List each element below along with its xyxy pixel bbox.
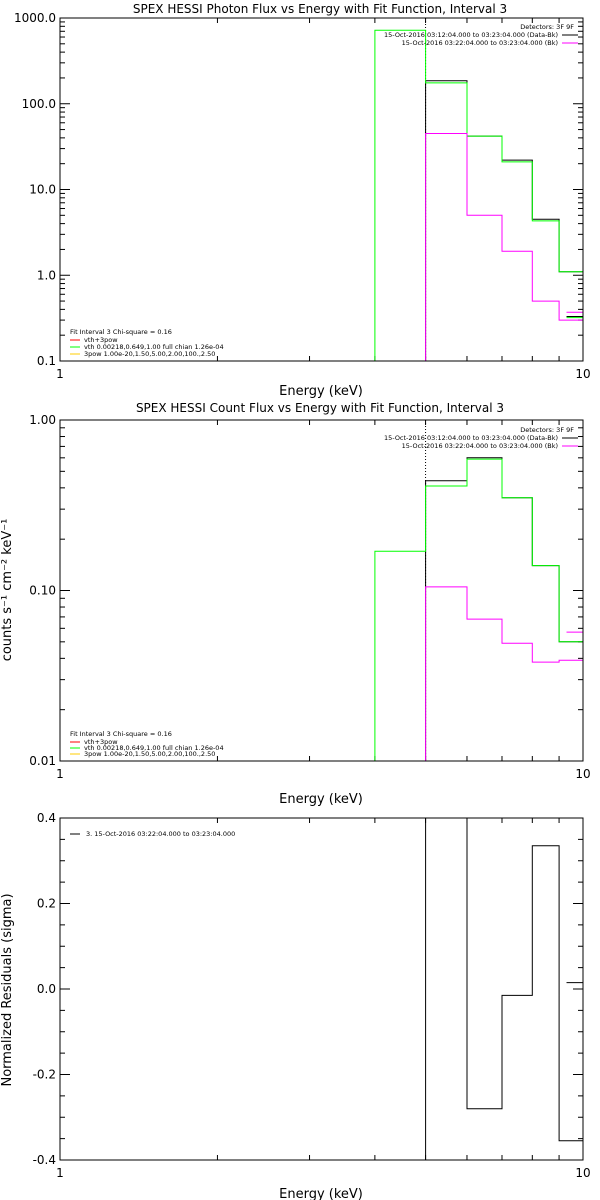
x-axis-label: Energy (keV): [279, 792, 363, 807]
plot-frame: [59, 17, 584, 362]
series-line: [425, 817, 583, 1160]
y-axis-label: counts s⁻¹ cm⁻² keV⁻¹: [0, 519, 15, 662]
legend-entry-bk: 15-Oct-2016 03:22:04.000 to 03:23:04.000…: [402, 39, 558, 47]
y-tick-label: 0.1: [37, 354, 56, 368]
series-line: [425, 133, 583, 361]
legend-entry: 3. 15-Oct-2016 03:22:04.000 to 03:23:04.…: [86, 830, 235, 838]
y-tick-label: -0.4: [33, 1153, 56, 1167]
photon-flux-chart: SPEX HESSI Photon Flux vs Energy with Fi…: [14, 2, 591, 399]
legend-entry-data-bk: 15-Oct-2016 03:12:04.000 to 03:23:04.000…: [384, 31, 558, 39]
x-tick-label: 1: [56, 1166, 64, 1180]
x-tick-label: 10: [575, 767, 590, 781]
y-tick-label: 0.0: [37, 982, 56, 996]
plot-frame: [59, 419, 584, 762]
series-line: [374, 458, 583, 761]
x-tick-label: 1: [56, 367, 64, 381]
detectors-label: Detectors: 3F 9F: [520, 426, 574, 434]
y-tick-label: 1.0: [37, 268, 56, 282]
fit-legend-entry: 3pow 1.00e-20,1.50,5.00,2.00,100.,2.50: [84, 750, 215, 758]
count-flux-chart: SPEX HESSI Count Flux vs Energy with Fit…: [0, 401, 591, 807]
y-tick-label: 10.0: [29, 183, 56, 197]
fit-legend-entry: vth+3pow: [84, 336, 118, 344]
y-tick-label: -0.2: [33, 1068, 56, 1082]
legend-entry-data-bk: 15-Oct-2016 03:12:04.000 to 03:23:04.000…: [384, 434, 558, 442]
y-tick-label: 100.0: [22, 97, 56, 111]
y-tick-label: 1000.0: [14, 11, 56, 25]
x-axis-label: Energy (keV): [279, 1187, 363, 1200]
y-tick-label: 1.00: [29, 413, 56, 427]
fit-legend-entry: vth 0.00218,0.649,1.00 full chian 1.26e-…: [84, 343, 224, 351]
y-axis-label: Normalized Residuals (sigma): [0, 893, 15, 1086]
x-tick-label: 10: [575, 367, 590, 381]
series-line: [374, 29, 583, 361]
x-tick-label: 1: [56, 767, 64, 781]
x-axis-label: Energy (keV): [279, 384, 363, 399]
chart-title: SPEX HESSI Count Flux vs Energy with Fit…: [136, 401, 504, 415]
fit-legend-header: Fit Interval 3 Chi-square = 0.16: [70, 730, 172, 738]
fit-legend-entry: vth+3pow: [84, 738, 118, 746]
fit-legend-header: Fit Interval 3 Chi-square = 0.16: [70, 328, 172, 336]
series-line: [425, 586, 583, 761]
fit-legend-entry: vth 0.00218,0.649,1.00 full chian 1.26e-…: [84, 744, 224, 752]
fit-legend-entry: 3pow 1.00e-20,1.50,5.00,2.00,100.,2.50: [84, 350, 215, 358]
x-tick-label: 10: [575, 1166, 590, 1180]
detectors-label: Detectors: 3F 9F: [520, 23, 574, 31]
chart-title: SPEX HESSI Photon Flux vs Energy with Fi…: [133, 2, 507, 16]
y-tick-label: 0.01: [29, 754, 56, 768]
legend-entry-bk: 15-Oct-2016 03:22:04.000 to 03:23:04.000…: [402, 442, 558, 450]
y-tick-label: 0.4: [37, 811, 56, 825]
residuals-chart: -0.4 -0.2 0.0 0.2 0.4 1 10 3. 15-Oct-2016 03:2…: [0, 811, 591, 1200]
plot-frame: [59, 817, 584, 1161]
y-tick-label: 0.2: [37, 897, 56, 911]
y-tick-label: 0.10: [29, 584, 56, 598]
